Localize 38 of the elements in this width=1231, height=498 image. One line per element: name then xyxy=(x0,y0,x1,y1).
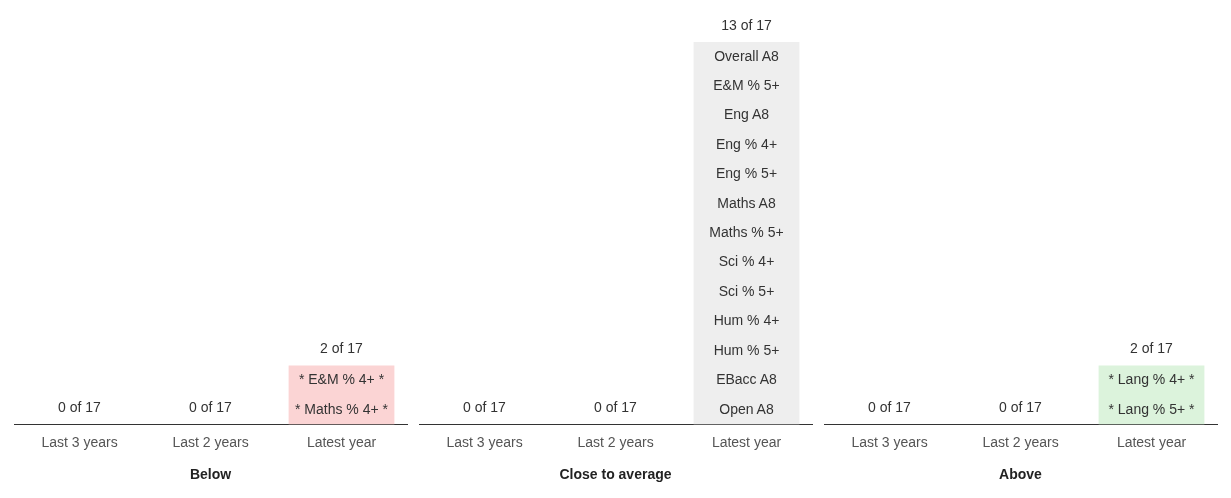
x-tick-label: Latest year xyxy=(306,433,377,450)
data-label: 2 of 17 xyxy=(320,340,364,357)
data-label: 0 of 17 xyxy=(463,399,507,416)
data-label: 0 of 17 xyxy=(868,399,912,416)
x-tick-label: Last 2 years xyxy=(172,433,249,450)
x-tick-label: Last 2 years xyxy=(577,433,654,450)
data-label: 0 of 17 xyxy=(58,399,102,416)
annotation: Sci % 4+ xyxy=(718,253,775,270)
data-label: 0 of 17 xyxy=(594,399,638,416)
annotation: * Maths % 4+ * xyxy=(295,400,389,417)
x-tick-label: Last 3 years xyxy=(446,433,523,450)
data-label: 0 of 17 xyxy=(189,399,233,416)
annotation: Hum % 5+ xyxy=(713,341,780,358)
x-tick-label: Last 2 years xyxy=(982,433,1059,450)
annotation: E&M % 5+ xyxy=(713,76,780,93)
data-label: 2 of 17 xyxy=(1130,340,1174,357)
annotation: Hum % 4+ xyxy=(713,312,780,329)
annotation: * E&M % 4+ * xyxy=(298,371,385,388)
x-tick-label: Last 3 years xyxy=(851,433,928,450)
x-axis-title: Close to average xyxy=(559,466,672,483)
annotation: * Lang % 5+ * xyxy=(1108,400,1196,417)
data-label: 13 of 17 xyxy=(721,16,773,33)
annotation: Eng % 5+ xyxy=(715,165,778,182)
annotation: Eng % 4+ xyxy=(715,135,778,152)
x-axis-title: Below xyxy=(189,466,232,483)
annotation: * Lang % 4+ * xyxy=(1108,371,1196,388)
x-tick-label: Latest year xyxy=(1116,433,1187,450)
x-tick-label: Last 3 years xyxy=(41,433,118,450)
annotation: EBacc A8 xyxy=(716,371,778,388)
annotation: Overall A8 xyxy=(714,47,779,64)
data-label: 0 of 17 xyxy=(999,399,1043,416)
x-axis-title: Above xyxy=(999,466,1043,483)
x-tick-label: Latest year xyxy=(711,433,782,450)
annotation: Maths A8 xyxy=(717,194,776,211)
annotation: Eng A8 xyxy=(723,106,770,123)
annotation: Open A8 xyxy=(719,400,774,417)
annotation: Sci % 5+ xyxy=(718,282,775,299)
annotation: Maths % 5+ xyxy=(709,224,784,241)
